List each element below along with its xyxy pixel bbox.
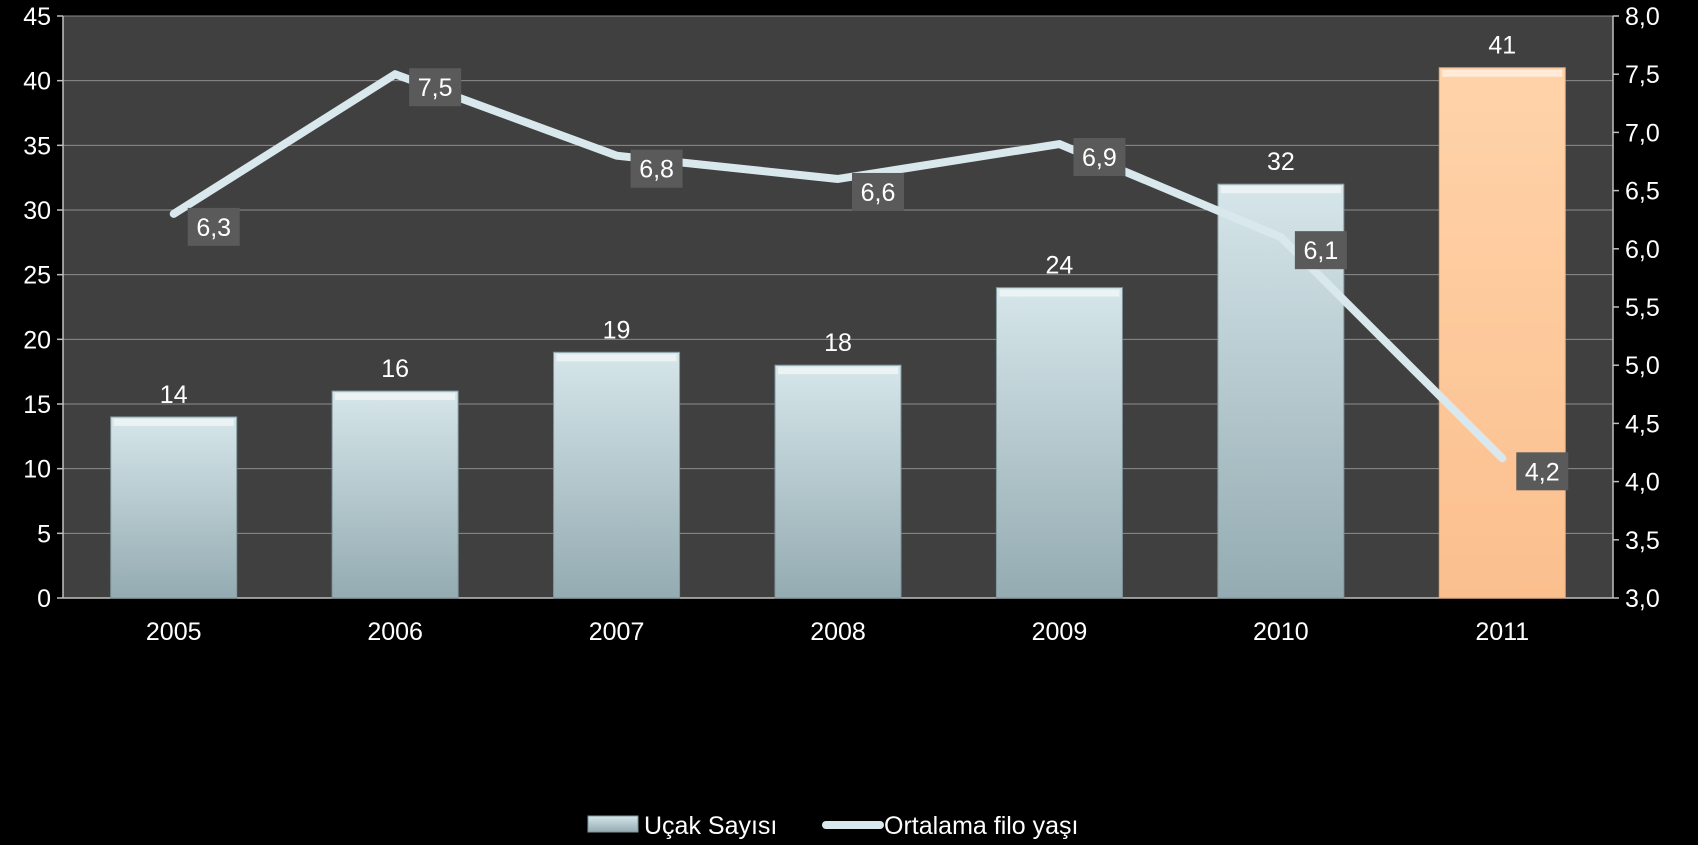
bar-data-label: 19 <box>603 316 631 344</box>
line-data-label-group: 6,3 <box>188 208 240 246</box>
y-right-tick-label: 4,0 <box>1625 469 1660 497</box>
bar-bevel <box>114 419 234 426</box>
bar-bevel <box>335 393 455 400</box>
line-data-label-group: 6,8 <box>631 150 683 188</box>
y-right-tick-label: 5,0 <box>1625 352 1660 380</box>
line-point <box>1278 234 1284 240</box>
bar <box>554 352 680 598</box>
line-data-label-group: 7,5 <box>409 68 461 106</box>
bar-group: 41 <box>1439 32 1565 598</box>
y-left-tick-label: 5 <box>37 520 51 548</box>
line-point <box>614 153 620 159</box>
x-tick-label: 2009 <box>1032 618 1088 646</box>
bar <box>332 391 458 598</box>
bar-group: 16 <box>332 355 458 598</box>
line-point <box>171 211 177 217</box>
x-tick-label: 2007 <box>589 618 645 646</box>
bar-data-label: 18 <box>824 329 852 357</box>
bar-group: 19 <box>554 316 680 598</box>
x-tick-label: 2008 <box>810 618 866 646</box>
line-data-label-group: 6,6 <box>852 173 904 211</box>
legend: Uçak Sayısı Ortalama filo yaşı <box>588 812 1079 840</box>
bar-group: 24 <box>996 252 1122 598</box>
line-data-label: 7,5 <box>418 74 453 102</box>
y-left-tick-label: 25 <box>23 262 51 290</box>
y-left-tick-label: 10 <box>23 456 51 484</box>
line-point <box>392 71 398 77</box>
y-right-tick-label: 6,0 <box>1625 236 1660 264</box>
line-point <box>1499 455 1505 461</box>
line-data-label-group: 4,2 <box>1516 452 1568 490</box>
y-left-tick-label: 15 <box>23 391 51 419</box>
y-left-tick-label: 35 <box>23 132 51 160</box>
line-data-label: 4,2 <box>1525 458 1560 486</box>
bar <box>996 288 1122 598</box>
y-left-tick-label: 40 <box>23 68 51 96</box>
y-left-tick-label: 0 <box>37 585 51 613</box>
line-data-label: 6,8 <box>639 156 674 184</box>
bar <box>111 417 237 598</box>
y-right-tick-label: 7,0 <box>1625 119 1660 147</box>
y-right-tick-label: 3,0 <box>1625 585 1660 613</box>
y-right-tick-label: 4,5 <box>1625 410 1660 438</box>
line-data-label: 6,6 <box>861 179 896 207</box>
bar <box>1439 68 1565 598</box>
bar-bevel <box>1442 70 1562 77</box>
y-right-tick-label: 7,5 <box>1625 61 1660 89</box>
bar-data-label: 32 <box>1267 148 1295 176</box>
bar-data-label: 41 <box>1488 32 1516 60</box>
bar-group: 18 <box>775 329 901 598</box>
x-tick-label: 2010 <box>1253 618 1309 646</box>
legend-swatch-bar <box>588 816 638 832</box>
line-data-label: 6,1 <box>1303 237 1338 265</box>
line-data-label-group: 6,1 <box>1295 231 1347 269</box>
y-right-tick-label: 8,0 <box>1625 3 1660 31</box>
bar-bevel <box>557 354 677 361</box>
y-right-tick-label: 6,5 <box>1625 178 1660 206</box>
line-data-label: 6,3 <box>196 214 231 242</box>
line-point <box>1056 141 1062 147</box>
x-tick-label: 2006 <box>367 618 423 646</box>
legend-label-bar: Uçak Sayısı <box>644 812 777 840</box>
y-right-tick-label: 3,5 <box>1625 527 1660 555</box>
y-left-tick-label: 30 <box>23 197 51 225</box>
x-tick-label: 2005 <box>146 618 202 646</box>
bar-data-label: 16 <box>381 355 409 383</box>
bar-bevel <box>1221 186 1341 193</box>
x-tick-label: 2011 <box>1475 618 1529 646</box>
legend-label-line: Ortalama filo yaşı <box>884 812 1079 840</box>
line-data-label: 6,9 <box>1082 144 1117 172</box>
bar-bevel <box>778 367 898 374</box>
line-data-label-group: 6,9 <box>1073 138 1125 176</box>
bar-data-label: 14 <box>160 381 188 409</box>
y-left-tick-label: 20 <box>23 326 51 354</box>
bar-data-label: 24 <box>1046 252 1074 280</box>
bar-bevel <box>999 290 1119 297</box>
y-right-tick-label: 5,5 <box>1625 294 1660 322</box>
y-left-tick-label: 45 <box>23 3 51 31</box>
bar <box>775 365 901 598</box>
line-point <box>835 176 841 182</box>
